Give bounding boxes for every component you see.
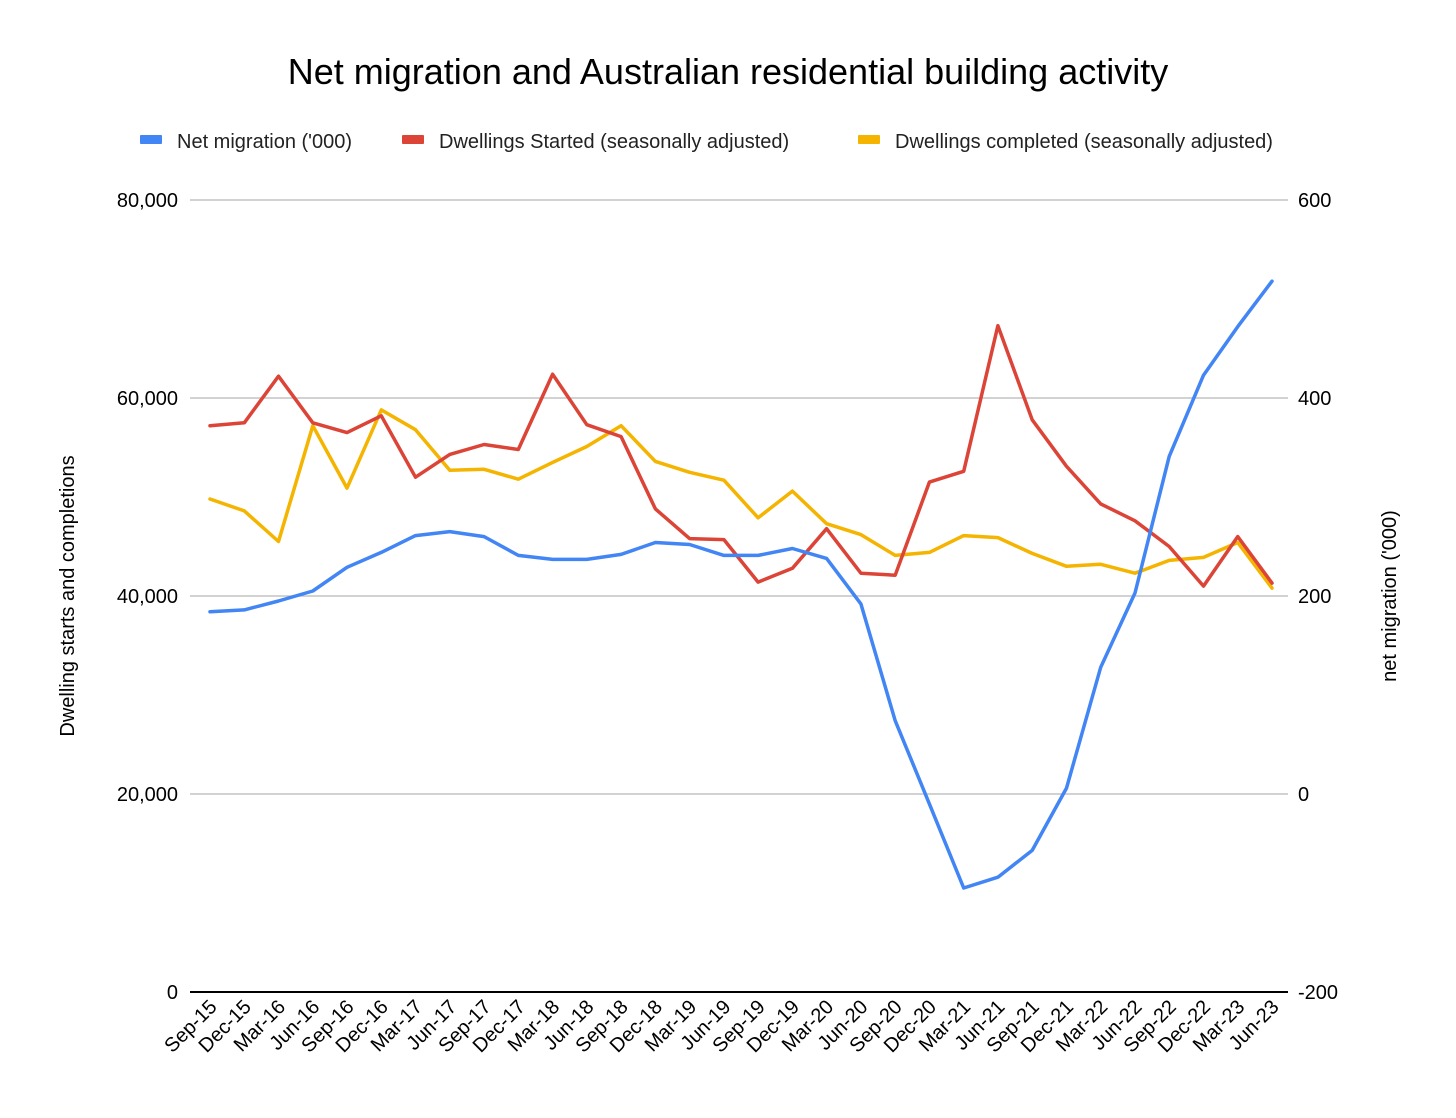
right-tick-label: 600	[1298, 190, 1331, 212]
series-line-net-migration-000	[208, 279, 1274, 890]
right-tick-label: -200	[1298, 982, 1338, 1004]
left-tick-label: 0	[167, 982, 178, 1004]
chart-title: Net migration and Australian residential…	[288, 51, 1168, 92]
right-axis-title: net migration ('000)	[1379, 510, 1401, 682]
left-axis-ticks: 0 20,000 40,000 60,000 80,000	[117, 190, 178, 1004]
right-tick-label: 200	[1298, 586, 1331, 608]
legend-swatch	[858, 135, 880, 144]
right-tick-label: 400	[1298, 388, 1331, 410]
left-tick-label: 60,000	[117, 388, 178, 410]
legend-swatch	[140, 135, 162, 144]
left-tick-label: 40,000	[117, 586, 178, 608]
series-line-dwellings-started-seasonally-adjusted	[208, 323, 1274, 588]
legend-label: Dwellings completed (seasonally adjusted…	[895, 131, 1273, 153]
left-tick-label: 80,000	[117, 190, 178, 212]
left-axis-title: Dwelling starts and completions	[57, 455, 79, 736]
legend-swatch	[402, 135, 424, 144]
legend-label: Dwellings Started (seasonally adjusted)	[439, 131, 789, 153]
legend-label: Net migration ('000)	[177, 131, 352, 153]
right-tick-label: 0	[1298, 784, 1309, 806]
gridlines	[190, 199, 1288, 993]
series-line-dwellings-completed-seasonally-adjusted	[208, 408, 1274, 590]
series-lines	[208, 279, 1274, 890]
left-tick-label: 20,000	[117, 784, 178, 806]
legend: Net migration ('000) Dwellings Started (s…	[140, 131, 1273, 153]
right-axis-ticks: -200 0 200 400 600	[1298, 190, 1338, 1004]
x-axis-ticks: Sep-15Dec-15Mar-16Jun-16Sep-16Dec-16Mar-…	[160, 996, 1283, 1057]
